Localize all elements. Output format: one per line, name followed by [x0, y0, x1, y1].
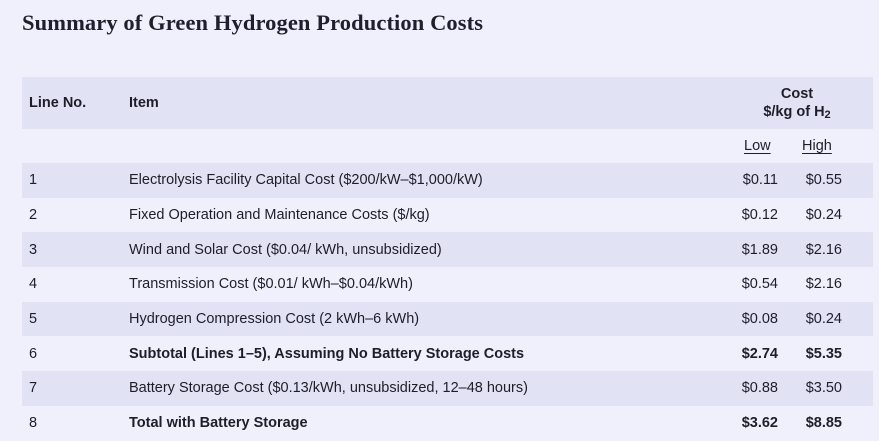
line-no-cell: 7	[29, 380, 38, 397]
item-header: Item	[129, 95, 159, 111]
high-cost-cell: $5.35	[805, 345, 842, 362]
table-row: 8 Total with Battery Storage $3.62 $8.85	[22, 405, 873, 441]
high-cost-cell: $2.16	[805, 276, 842, 293]
table-row: 2 Fixed Operation and Maintenance Costs (…	[22, 197, 873, 233]
low-cost-cell: $0.88	[741, 380, 778, 397]
item-cell: Wind and Solar Cost ($0.04/ kWh, unsubsi…	[129, 241, 442, 258]
table-header-row: Line No. Item Cost $/kg of H2	[22, 77, 873, 129]
item-cell: Hydrogen Compression Cost (2 kWh–6 kWh)	[129, 311, 420, 328]
table-row: 7 Battery Storage Cost ($0.13/kWh, unsubs…	[22, 371, 873, 406]
line-no-cell: 4	[29, 276, 38, 293]
line-no-cell: 2	[29, 207, 38, 224]
low-cost-cell: $0.08	[741, 311, 778, 328]
line-no-cell: 1	[29, 172, 38, 189]
low-cost-cell: $2.74	[741, 345, 778, 362]
item-cell: Fixed Operation and Maintenance Costs ($…	[129, 207, 430, 224]
table-row: 6 Subtotal (Lines 1–5), Assuming No Batte…	[22, 336, 873, 372]
high-cost-cell: $0.24	[805, 207, 842, 224]
high-cost-cell: $0.55	[805, 172, 842, 189]
page-title: Summary of Green Hydrogen Production Cos…	[22, 10, 484, 35]
high-cost-cell: $3.50	[805, 380, 842, 397]
high-cost-cell: $0.24	[805, 311, 842, 328]
item-cell: Total with Battery Storage	[129, 415, 308, 432]
item-cell: Electrolysis Facility Capital Cost ($200…	[129, 172, 483, 189]
table-row: 1 Electrolysis Facility Capital Cost ($20…	[22, 163, 873, 198]
item-cell: Transmission Cost ($0.01/ kWh–$0.04/kWh)	[129, 276, 413, 293]
cost-header: Cost $/kg of H2	[742, 85, 852, 124]
high-cost-cell: $2.16	[805, 241, 842, 258]
high-cost-cell: $8.85	[805, 415, 842, 432]
line-no-header: Line No.	[29, 95, 87, 111]
item-cell: Battery Storage Cost ($0.13/kWh, unsubsi…	[129, 380, 528, 397]
line-no-cell: 5	[29, 311, 38, 328]
table-row: 5 Hydrogen Compression Cost (2 kWh–6 kWh)…	[22, 301, 873, 337]
table-row: 4 Transmission Cost ($0.01/ kWh–$0.04/kWh…	[22, 267, 873, 302]
line-no-cell: 8	[29, 415, 38, 432]
cost-header-label: Cost	[780, 86, 814, 102]
table-subheader-row: Low High	[22, 129, 873, 163]
low-cost-cell: $3.62	[741, 415, 778, 432]
cost-header-unit-text: $/kg of H	[763, 104, 825, 120]
table-body: 1 Electrolysis Facility Capital Cost ($20…	[22, 163, 873, 441]
low-cost-cell: $0.12	[741, 207, 778, 224]
low-cost-cell: $0.11	[742, 172, 778, 189]
item-cell: Subtotal (Lines 1–5), Assuming No Batter…	[129, 345, 525, 362]
line-no-cell: 6	[29, 345, 38, 362]
high-header: High	[802, 138, 832, 154]
low-header: Low	[744, 138, 771, 154]
cost-header-unit-subscript: 2	[824, 109, 831, 121]
table-row: 3 Wind and Solar Cost ($0.04/ kWh, unsubs…	[22, 232, 873, 268]
cost-table: Line No. Item Cost $/kg of H2 Low High 1…	[22, 77, 873, 441]
low-cost-cell: $1.89	[741, 241, 778, 258]
low-cost-cell: $0.54	[741, 276, 778, 293]
line-no-cell: 3	[29, 241, 38, 258]
cost-header-unit: $/kg of H2	[742, 103, 852, 124]
